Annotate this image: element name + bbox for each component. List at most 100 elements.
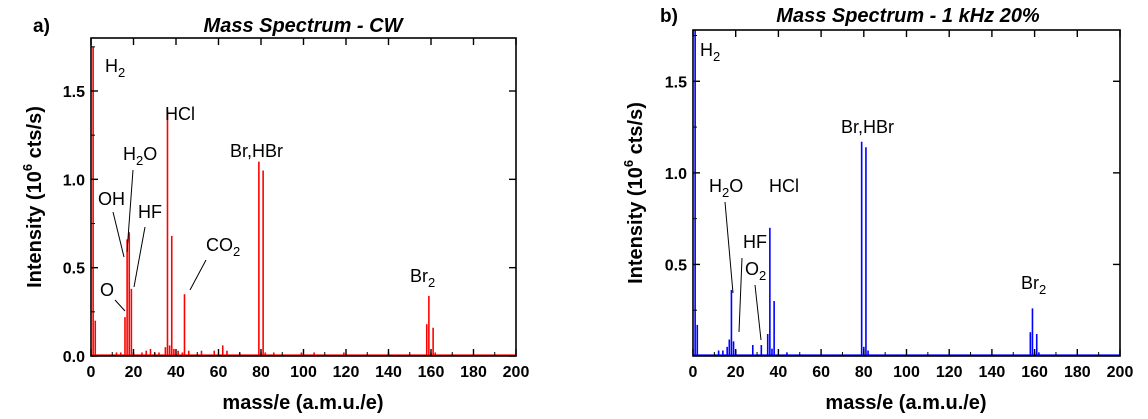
chart-b-x-axis-title: mass/e (a.m.u./e) [825, 392, 986, 414]
spectrum-bar-m36 [769, 227, 771, 356]
leader-line-h2o [724, 201, 734, 294]
x-tick-label: 100 [893, 364, 920, 381]
peak-label-br2: Br2 [410, 266, 435, 290]
x-tick-label: 0 [87, 364, 96, 381]
spectrum-bar-m16 [726, 346, 728, 356]
leader-line-oh [112, 211, 125, 258]
y-tick-label: 0.0 [63, 349, 85, 366]
peak-label-oh: OH [98, 189, 125, 209]
y-tick-label: 1.5 [665, 74, 687, 91]
chart-panel-a: a) Mass Spectrum - CW 0 20 40 60 80 100 120 140… [20, 15, 529, 414]
x-tick-label: 0 [689, 364, 698, 381]
x-tick-label: 60 [210, 364, 228, 381]
peak-label-o: O [100, 280, 114, 300]
spectrum-bar-m39 [173, 348, 175, 356]
spectrum-bar-m86 [272, 352, 275, 356]
spectrum-bar-m119 [343, 352, 345, 356]
leader-line-o [114, 299, 126, 312]
spectrum-bar-m17 [126, 239, 128, 356]
x-tick-label: 200 [1107, 364, 1134, 381]
spectrum-bar-m36 [166, 110, 169, 357]
leader-line-hf [133, 226, 146, 288]
peak-label-h2o: H2O [709, 176, 743, 200]
spectrum-bar-m35 [766, 334, 769, 356]
spectrum-bar-m18 [128, 232, 131, 356]
spectrum-bar-m81 [262, 170, 264, 356]
spectrum-bar-m32 [158, 352, 160, 356]
chart-a-title: Mass Spectrum - CW [204, 15, 405, 37]
spectrum-bar-m19 [130, 288, 133, 356]
x-tick-label: 40 [167, 364, 185, 381]
spectrum-bar-m24 [141, 352, 143, 356]
leader-line-co2 [189, 259, 207, 291]
y-tick-label: 1.0 [665, 166, 687, 183]
chart-b-title: Mass Spectrum - 1 kHz 20% [776, 5, 1040, 27]
x-tick-label: 100 [290, 364, 317, 381]
title-clip-mask [600, 0, 1148, 8]
spectrum-bar-m1 [92, 46, 94, 356]
spectrum-bar-m44 [183, 294, 186, 356]
x-tick-label: 160 [418, 364, 445, 381]
spectrum-bar-m41 [177, 350, 179, 356]
spectrum-bar-m99 [300, 352, 303, 356]
spectrum-bar-m2 [696, 324, 699, 356]
spectrum-bar-m26 [145, 350, 148, 356]
spectrum-bar-m28 [149, 348, 152, 356]
peak-label-h2: H2 [105, 56, 125, 80]
spectrum-bar-m1 [694, 30, 696, 356]
spectrum-bar-m14 [119, 352, 122, 356]
peak-label-hcl: HCl [165, 104, 195, 124]
spectrum-bar-m12 [717, 350, 720, 356]
peak-label-hf: HF [743, 232, 767, 252]
x-tick-label: 20 [125, 364, 143, 381]
x-tick-label: 140 [375, 364, 402, 381]
x-tick-label: 120 [333, 364, 360, 381]
spectrum-bar-m46 [187, 350, 190, 356]
spectrum-bar-m37 [168, 345, 171, 356]
spectrum-bar-m162 [434, 352, 437, 356]
panel-b-letter: b) [660, 6, 678, 27]
x-tick-label: 200 [503, 364, 530, 381]
peak-label-hcl: HCl [769, 176, 799, 196]
chart-panel-b: b) Mass Spectrum - 1 kHz 20% 0 20 40 60 80 10… [600, 0, 1148, 414]
peak-label-br-hbr: Br,HBr [841, 117, 894, 137]
spectrum-bar-m16 [124, 317, 126, 356]
chart-a-y-ticks: 0.0 0.5 1.0 1.5 [63, 46, 516, 366]
chart-b-y-axis-title: Intensity (106 cts/s) [621, 102, 647, 284]
peak-label-br2: Br2 [1021, 273, 1046, 297]
spectrum-bar-m62 [221, 345, 224, 356]
spectrum-bar-m158 [425, 324, 428, 356]
spectrum-bar-m18 [730, 290, 733, 356]
chart-a-frame [90, 37, 517, 357]
y-tick-label: 0.5 [63, 261, 85, 278]
leader-line-h2o [126, 169, 134, 253]
spectrum-bar-m82 [264, 352, 267, 356]
x-tick-label: 180 [460, 364, 487, 381]
chart-a-x-axis-title: mass/e (a.m.u./e) [222, 392, 383, 414]
peak-label-h2o: H2O [123, 144, 157, 168]
leader-line-hf [738, 257, 743, 333]
spectrum-bar-m58 [213, 350, 216, 356]
spectrum-bar-m2 [94, 320, 97, 356]
spectrum-bar-m35 [164, 347, 167, 356]
x-tick-label: 160 [1021, 364, 1048, 381]
chart-b-y-ticks: 0.5 1.0 1.5 [665, 34, 1120, 311]
x-tick-label: 120 [936, 364, 963, 381]
chart-a-x-ticks: 0 20 40 60 80 100 120 140 160 180 200 [87, 38, 530, 381]
x-tick-label: 180 [1064, 364, 1091, 381]
spectrum-bar-m159 [1031, 308, 1034, 356]
peak-label-o2: O2 [745, 259, 766, 283]
spectrum-bar-m159 [428, 295, 430, 356]
spectrum-bar-m81 [865, 147, 867, 356]
spectrum-bar-m28 [751, 345, 754, 356]
panel-a-letter: a) [33, 16, 50, 37]
spectrum-bar-m79 [258, 161, 260, 356]
spectrum-bar-m105 [313, 352, 315, 356]
chart-a-y-axis-title: Intensity (106 cts/s) [20, 106, 46, 288]
spectrum-bar-m161 [1035, 334, 1038, 356]
spectrum-bar-m38 [170, 235, 173, 356]
y-tick-label: 1.5 [63, 84, 85, 101]
spectrum-bar-m17 [728, 339, 731, 356]
spectrum-bar-m43 [181, 352, 184, 356]
